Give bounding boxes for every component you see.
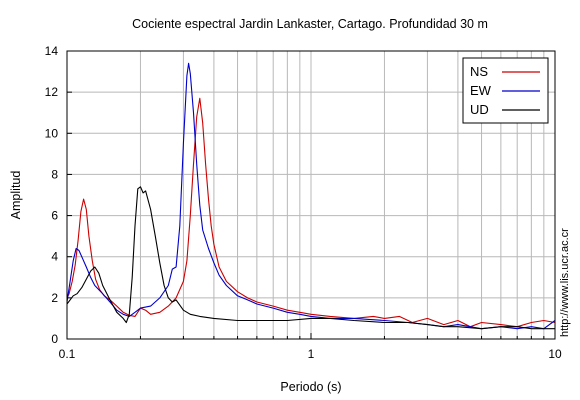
- series-line-ns: [66, 97, 556, 328]
- grid: [66, 50, 556, 340]
- x-tick-label: 0.1: [59, 347, 76, 361]
- legend-label-ud: UD: [470, 102, 489, 117]
- y-tick-label: 0: [51, 332, 58, 346]
- y-tick-label: 2: [51, 291, 58, 305]
- series-line-ud: [66, 186, 555, 330]
- series-lines: [66, 62, 556, 330]
- x-tick-label: 1: [308, 347, 315, 361]
- y-tick-label: 14: [45, 44, 59, 58]
- x-axis-label: Periodo (s): [280, 380, 341, 394]
- y-tick-label: 6: [51, 209, 58, 223]
- legend-label-ns: NS: [470, 64, 488, 79]
- y-tick-label: 10: [45, 126, 59, 140]
- legend-label-ew: EW: [470, 83, 492, 98]
- y-tick-label: 4: [51, 250, 58, 264]
- y-axis-label: Amplitud: [9, 171, 23, 220]
- watermark-url: http://www.lis.ucr.ac.cr: [559, 228, 571, 337]
- axis-ticks: 0.1 1 10 0 2 4 6 8 10 12 14: [45, 44, 562, 361]
- legend: NS EW UD: [462, 57, 549, 124]
- x-tick-label: 10: [548, 347, 562, 361]
- y-tick-label: 12: [45, 85, 59, 99]
- y-tick-label: 8: [51, 167, 58, 181]
- chart-title: Cociente espectral Jardin Lankaster, Car…: [132, 17, 488, 31]
